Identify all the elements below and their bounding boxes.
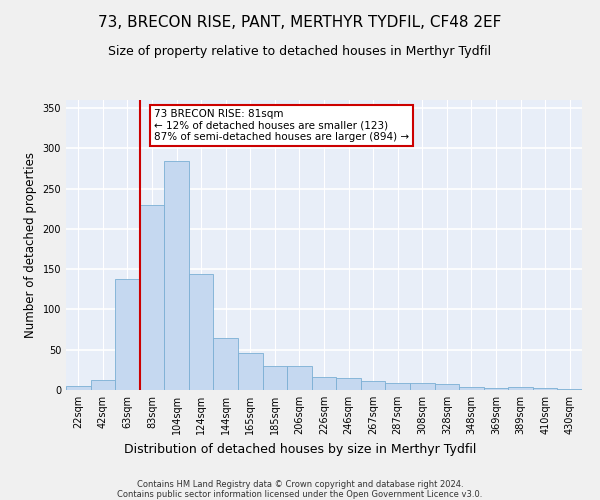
Bar [214, 338, 238, 390]
Bar [484, 388, 508, 390]
Bar [238, 353, 263, 390]
Bar [557, 389, 582, 390]
Bar [312, 377, 336, 390]
Text: 73, BRECON RISE, PANT, MERTHYR TYDFIL, CF48 2EF: 73, BRECON RISE, PANT, MERTHYR TYDFIL, C… [98, 15, 502, 30]
Bar [361, 381, 385, 390]
Text: Contains HM Land Registry data © Crown copyright and database right 2024.
Contai: Contains HM Land Registry data © Crown c… [118, 480, 482, 500]
Bar [115, 279, 140, 390]
Bar [164, 161, 189, 390]
Bar [91, 380, 115, 390]
Text: Distribution of detached houses by size in Merthyr Tydfil: Distribution of detached houses by size … [124, 442, 476, 456]
Bar [508, 387, 533, 390]
Bar [336, 378, 361, 390]
Bar [263, 366, 287, 390]
Bar [434, 384, 459, 390]
Bar [459, 387, 484, 390]
Bar [189, 274, 214, 390]
Bar [410, 383, 434, 390]
Text: 73 BRECON RISE: 81sqm
← 12% of detached houses are smaller (123)
87% of semi-det: 73 BRECON RISE: 81sqm ← 12% of detached … [154, 108, 409, 142]
Bar [140, 204, 164, 390]
Text: Size of property relative to detached houses in Merthyr Tydfil: Size of property relative to detached ho… [109, 45, 491, 58]
Y-axis label: Number of detached properties: Number of detached properties [24, 152, 37, 338]
Bar [66, 386, 91, 390]
Bar [533, 388, 557, 390]
Bar [287, 366, 312, 390]
Bar [385, 383, 410, 390]
